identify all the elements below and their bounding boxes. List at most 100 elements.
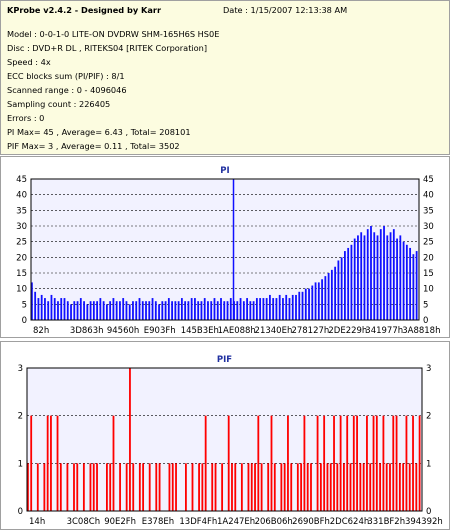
pi-bar	[301, 291, 304, 320]
pif-bar	[346, 415, 349, 511]
pif-xtick-label: 3C08Ch	[67, 517, 100, 527]
pif-bar	[112, 415, 115, 511]
pi-xtick-label: 82h	[33, 326, 49, 336]
pi-bar	[86, 304, 89, 320]
model-line: Model : 0-0-1-0 LITE-ON DVDRW SHM-165H6S…	[7, 29, 220, 39]
range-line: Scanned range : 0 - 4096046	[7, 85, 127, 95]
pif-xtick-label: E378Eh	[142, 517, 174, 527]
pi-bar	[112, 298, 115, 320]
pif-bar	[306, 463, 309, 511]
pi-bar	[353, 238, 356, 320]
pif-ytick-right: 2	[426, 412, 431, 422]
pi-bar	[96, 301, 99, 320]
pif-bar	[415, 463, 418, 511]
pif-bar	[352, 415, 355, 511]
pi-bar	[239, 298, 242, 320]
pi-bar	[132, 301, 134, 320]
pif-ytick-right: 3	[426, 364, 431, 374]
pi-max-spike	[232, 179, 235, 320]
pi-bar	[383, 226, 385, 320]
pif-bar	[349, 463, 352, 511]
pi-bar	[334, 266, 337, 320]
pif-bar	[138, 463, 141, 511]
pi-bar	[282, 298, 284, 320]
pi-bar	[344, 251, 346, 320]
pif-bar	[316, 415, 319, 511]
pi-bar	[125, 301, 128, 320]
pif-bar	[185, 463, 187, 511]
pi-bar	[370, 226, 372, 320]
pi-bar	[167, 298, 170, 320]
pi-bar	[194, 298, 196, 320]
pi-xtick-label: 21340Eh	[255, 326, 293, 336]
pif-bar	[36, 463, 39, 511]
pi-bar	[347, 247, 350, 320]
pi-bar	[37, 298, 40, 320]
pi-bar	[200, 301, 203, 320]
pif-ytick-right: 1	[426, 459, 431, 469]
pif-bar	[46, 415, 49, 511]
pi-bar	[363, 235, 366, 320]
errors-line: Errors : 0	[7, 113, 45, 123]
pi-bar	[330, 269, 333, 320]
pi-bar	[145, 301, 147, 320]
pi-bar	[105, 304, 108, 320]
pi-bar	[76, 301, 79, 320]
pif-bar	[59, 463, 62, 511]
pi-bar	[109, 301, 112, 320]
pif-bar	[418, 415, 421, 511]
pi-bar	[223, 301, 226, 320]
pi-bar	[216, 301, 219, 320]
pi-bar	[402, 241, 405, 320]
info-panel: KProbe v2.4.2 - Designed by Karr Date : …	[0, 0, 450, 155]
pi-bar	[252, 301, 255, 320]
pi-bar	[187, 301, 190, 320]
pi-bar	[340, 257, 343, 320]
pi-xtick-label: 1AE088h	[218, 326, 256, 336]
pi-bar	[154, 301, 157, 320]
pi-bar	[321, 279, 323, 320]
pi-bar	[396, 238, 398, 320]
pi-ytick-left: 35	[16, 206, 27, 216]
pif-bar	[227, 415, 230, 511]
pi-bar	[57, 301, 59, 320]
pif-bar	[303, 415, 306, 511]
pi-bar	[128, 304, 131, 320]
pif-xtick-label: 394392h	[405, 517, 443, 527]
pif-bar	[260, 463, 263, 511]
pi-bar	[135, 301, 138, 320]
pi-bar	[373, 232, 376, 320]
pi-bar	[265, 298, 268, 320]
pif-bar	[323, 415, 326, 511]
pi-bar	[229, 298, 232, 320]
pi-bar	[141, 301, 144, 320]
pi-bar	[53, 298, 56, 320]
pi-ytick-left: 0	[22, 316, 27, 326]
pi-bar	[298, 291, 301, 320]
pi-bar	[151, 298, 154, 320]
pif-bar	[155, 463, 158, 511]
pi-chart: 0 0 5 5 10 10 15 15 20 20 25 25 30 30 35 35 40 40 45 45 PI 82…	[16, 166, 440, 336]
pif-bar	[171, 463, 174, 511]
pi-bar	[379, 229, 382, 320]
pif-xtick-label: 206B06h	[255, 517, 293, 527]
pif-xtick-label: 13DF4Fh	[179, 517, 217, 527]
pif-bar	[336, 463, 339, 511]
pif-bar	[109, 463, 112, 511]
pif-ytick-right: 0	[426, 507, 431, 517]
pi-bar	[213, 298, 216, 320]
scan-date: Date : 1/15/2007 12:13:38 AM	[223, 5, 348, 15]
pi-bar	[226, 301, 229, 320]
pi-summary-line: PI Max= 45 , Average= 6.43 , Total= 2081…	[7, 127, 191, 137]
pi-bar	[350, 244, 353, 320]
pif-xtick-label: 90E2Fh	[104, 517, 136, 527]
pif-bar	[73, 463, 75, 511]
pif-bar	[273, 463, 276, 511]
pi-bar	[60, 298, 63, 320]
disc-line: Disc : DVD+R DL , RITEKS04 [RITEK Corpor…	[7, 43, 208, 53]
pi-bar	[63, 298, 66, 320]
pif-bar	[333, 415, 335, 511]
pi-bar	[409, 247, 412, 320]
pi-bar	[44, 298, 46, 320]
pi-bar	[122, 298, 125, 320]
